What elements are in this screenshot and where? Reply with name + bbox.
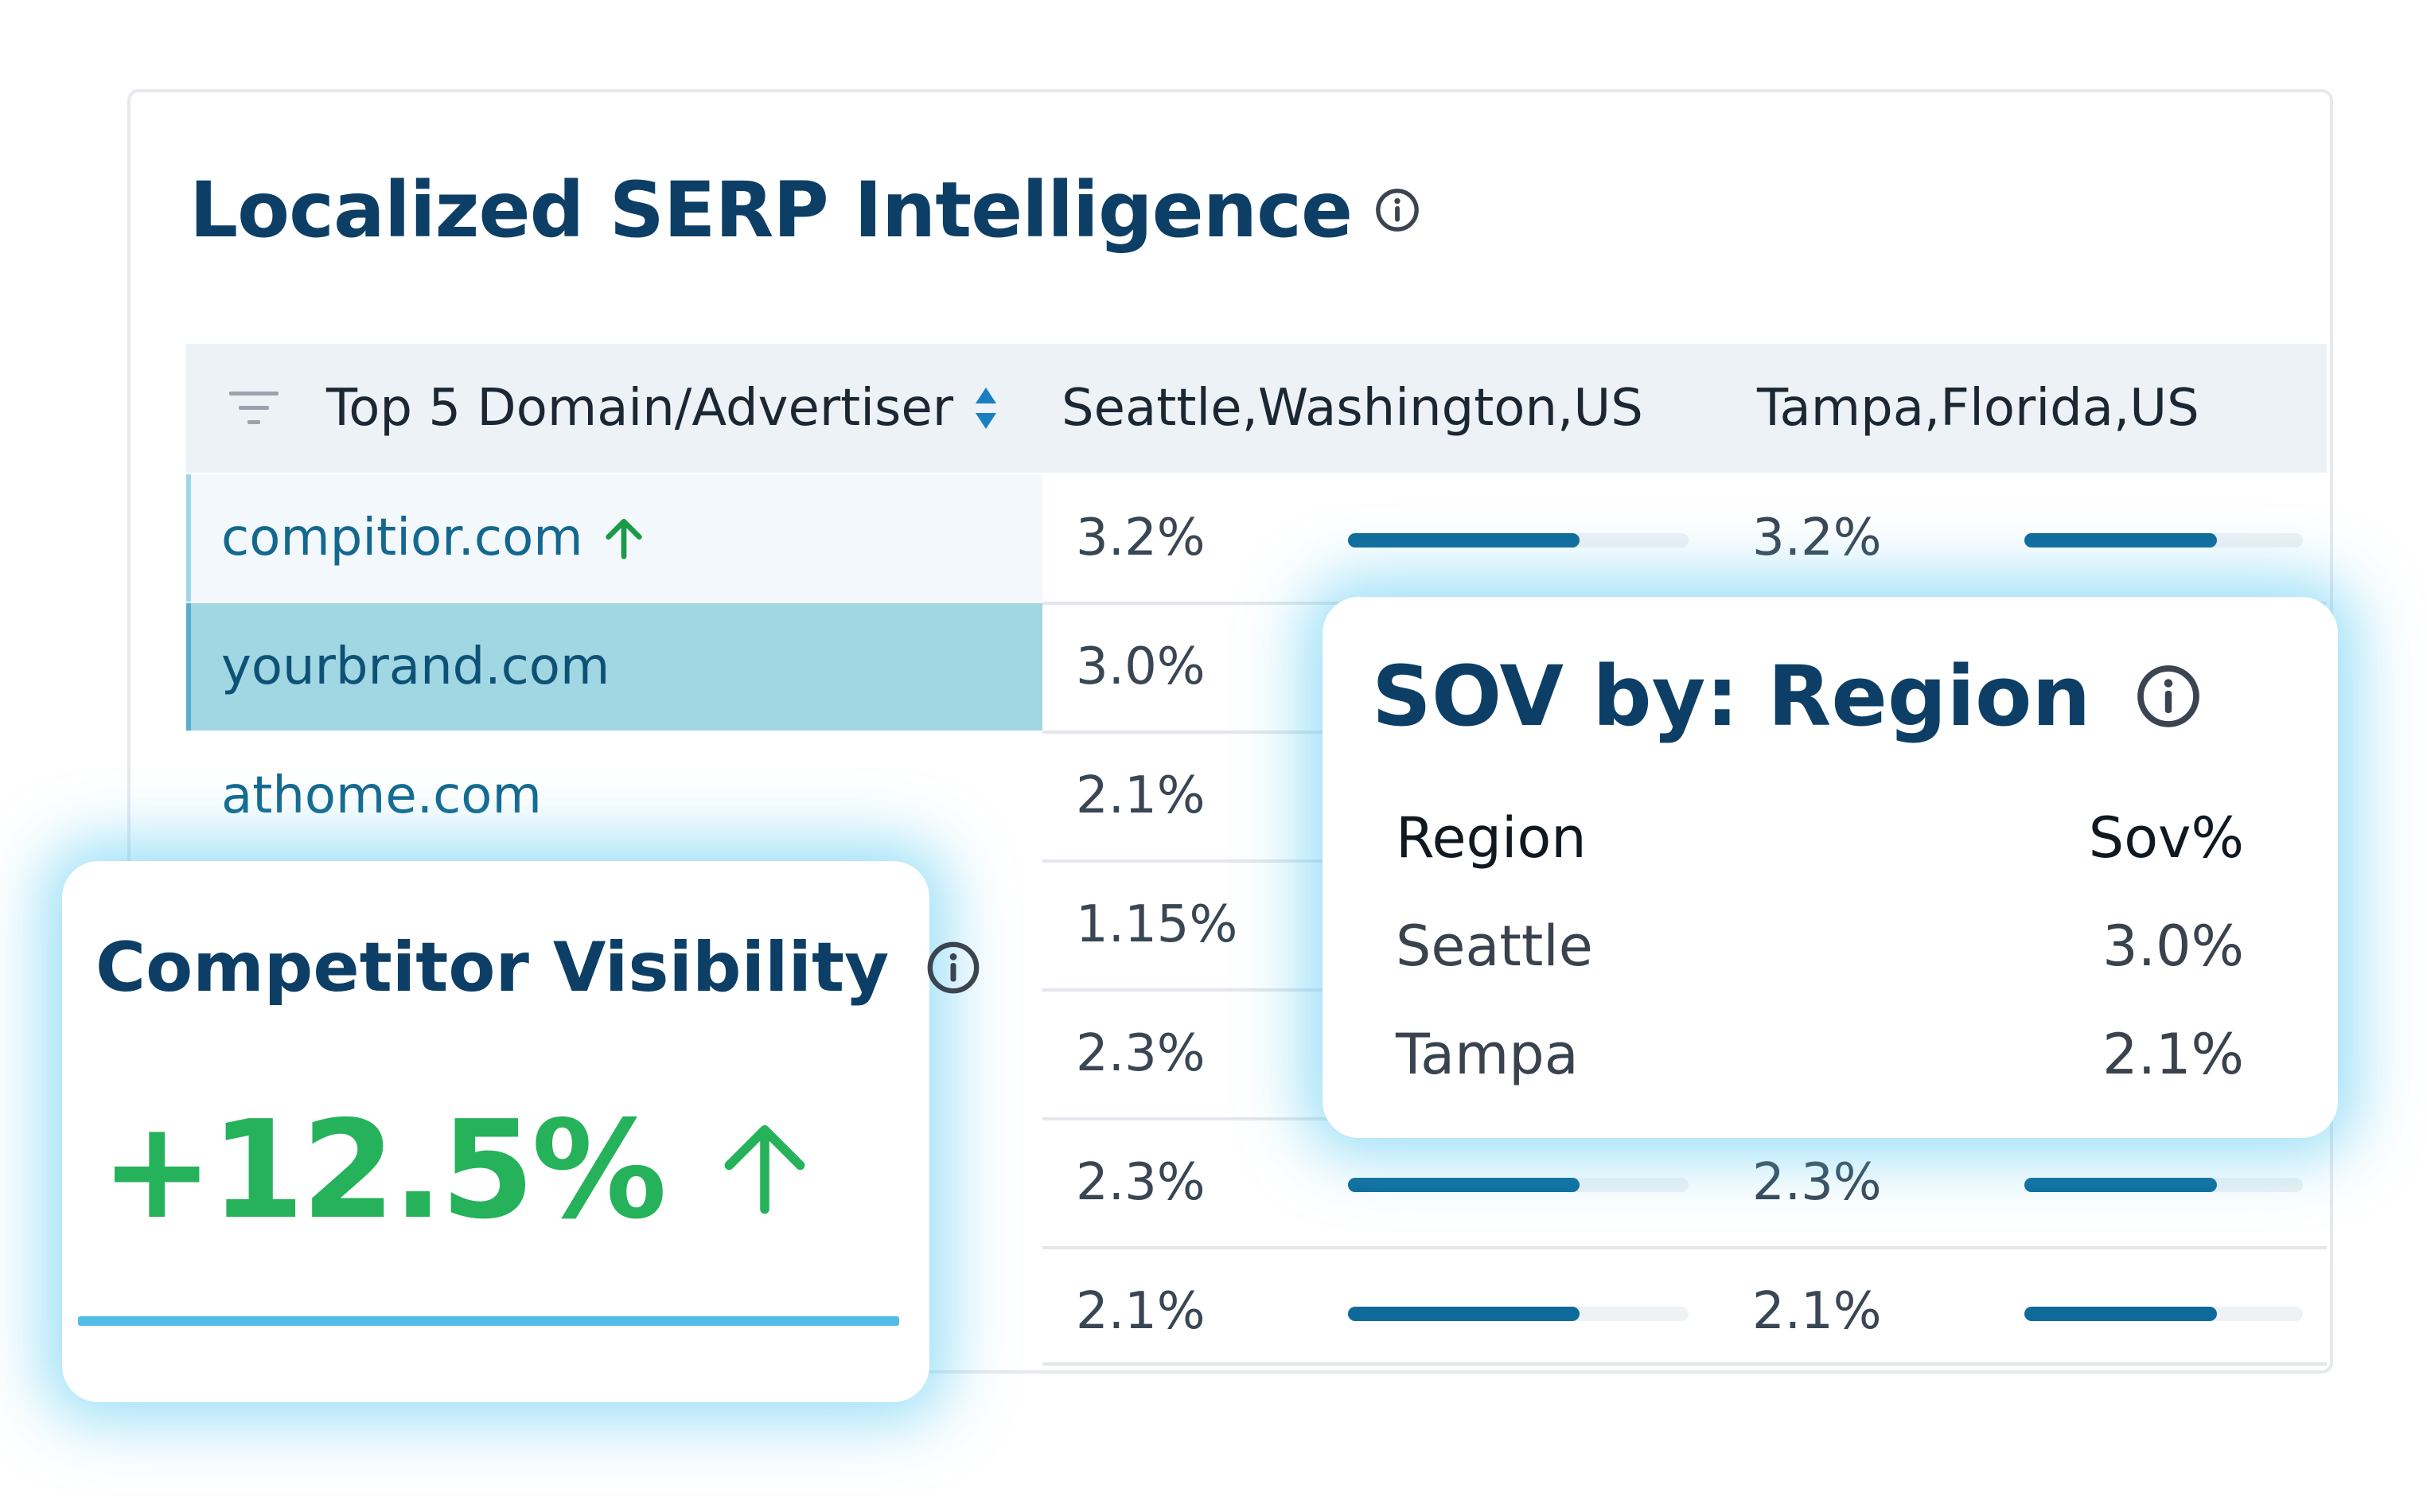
domain-cell[interactable]: yourbrand.com	[186, 603, 1042, 731]
column-header-domain-label: Top 5 Domain/Advertiser	[326, 379, 954, 438]
arrow-up-icon	[605, 518, 642, 559]
filter-icon[interactable]	[229, 390, 279, 427]
seattle-value: 3.0%	[1076, 637, 1206, 696]
sov-column-region: Region	[1396, 805, 1587, 871]
info-icon[interactable]	[2135, 663, 2202, 730]
sov-region-value: 3.0%	[2102, 914, 2244, 979]
tampa-bar-fill	[2024, 1307, 2217, 1321]
competitor-visibility-value: +12.5%	[100, 1092, 667, 1249]
competitor-underline	[78, 1316, 899, 1326]
column-header-tampa-label: Tampa,Florida,US	[1757, 379, 2199, 438]
tampa-bar	[2024, 1307, 2303, 1321]
table-row[interactable]: 2.3% 2.3%	[186, 1119, 2327, 1248]
table-row[interactable]: 2.1% 2.1%	[186, 1248, 2327, 1377]
seattle-bar-fill	[1348, 533, 1580, 548]
domain-cell[interactable]: compitior.com	[186, 474, 1042, 602]
competitor-card-title-text: Competitor Visibility	[95, 928, 890, 1007]
seattle-bar	[1348, 1307, 1689, 1321]
table-row[interactable]: 2.3%	[186, 990, 2327, 1119]
seattle-value: 2.3%	[1076, 1024, 1206, 1083]
tampa-value: 2.3%	[1752, 1153, 1882, 1212]
table-row[interactable]: compitior.com 3.2% 3.2%	[186, 474, 2327, 603]
competitor-visibility-card: Competitor Visibility +12.5%	[62, 861, 980, 1402]
info-icon[interactable]	[1374, 187, 1420, 233]
seattle-value: 2.1%	[1076, 766, 1206, 825]
seattle-value: 3.2%	[1076, 509, 1206, 567]
sort-icon[interactable]	[974, 386, 998, 431]
sov-column-sov: Sov%	[2088, 805, 2244, 871]
domain-cell[interactable]: athome.com	[186, 732, 1042, 859]
arrow-up-icon	[724, 1124, 805, 1214]
domain-name[interactable]: athome.com	[221, 766, 542, 825]
domain-name[interactable]: compitior.com	[221, 509, 583, 567]
info-icon[interactable]	[925, 940, 981, 996]
row-divider	[1042, 1246, 2327, 1249]
seattle-value: 2.1%	[1076, 1282, 1206, 1341]
seattle-bar-fill	[1348, 1178, 1580, 1192]
sov-card-title: SOV by: Region	[1372, 648, 2202, 745]
sov-region-name: Seattle	[1396, 914, 1593, 979]
sov-card-title-text: SOV by: Region	[1372, 648, 2091, 745]
column-header-seattle[interactable]: Seattle,Washington,US	[1062, 344, 1643, 473]
column-header-domain[interactable]: Top 5 Domain/Advertiser	[326, 344, 998, 473]
seattle-value: 2.3%	[1076, 1153, 1206, 1212]
seattle-bar-fill	[1348, 1307, 1580, 1321]
table-row[interactable]: athome.com 2.1%	[186, 732, 2327, 861]
seattle-value: 1.15%	[1076, 895, 1238, 954]
table-row[interactable]: 1.15%	[186, 861, 2327, 990]
panel-title-text: Localized SERP Intelligence	[189, 166, 1353, 255]
panel-title: Localized SERP Intelligence	[189, 166, 1420, 255]
sov-region-name: Tampa	[1396, 1022, 1579, 1087]
table-header: Top 5 Domain/Advertiser Seattle,Washingt…	[186, 344, 2327, 473]
tampa-value: 2.1%	[1752, 1282, 1882, 1341]
tampa-value: 3.2%	[1752, 509, 1882, 567]
column-header-tampa[interactable]: Tampa,Florida,US	[1757, 344, 2199, 473]
seattle-bar	[1348, 533, 1689, 548]
tampa-bar	[2024, 1178, 2303, 1192]
domain-table: Top 5 Domain/Advertiser Seattle,Washingt…	[186, 344, 2327, 1366]
seattle-bar	[1348, 1178, 1689, 1192]
sov-region-value: 2.1%	[2102, 1022, 2244, 1087]
tampa-bar	[2024, 533, 2303, 548]
row-divider	[1042, 1362, 2327, 1366]
tampa-bar-fill	[2024, 533, 2217, 548]
column-header-seattle-label: Seattle,Washington,US	[1062, 379, 1643, 438]
domain-name[interactable]: yourbrand.com	[221, 637, 610, 696]
sov-by-region-card: SOV by: Region Region Sov% Seattle 3.0% …	[1323, 597, 2338, 1138]
competitor-card-title: Competitor Visibility	[95, 928, 981, 1007]
tampa-bar-fill	[2024, 1178, 2217, 1192]
table-row[interactable]: yourbrand.com 3.0%	[186, 603, 2327, 732]
